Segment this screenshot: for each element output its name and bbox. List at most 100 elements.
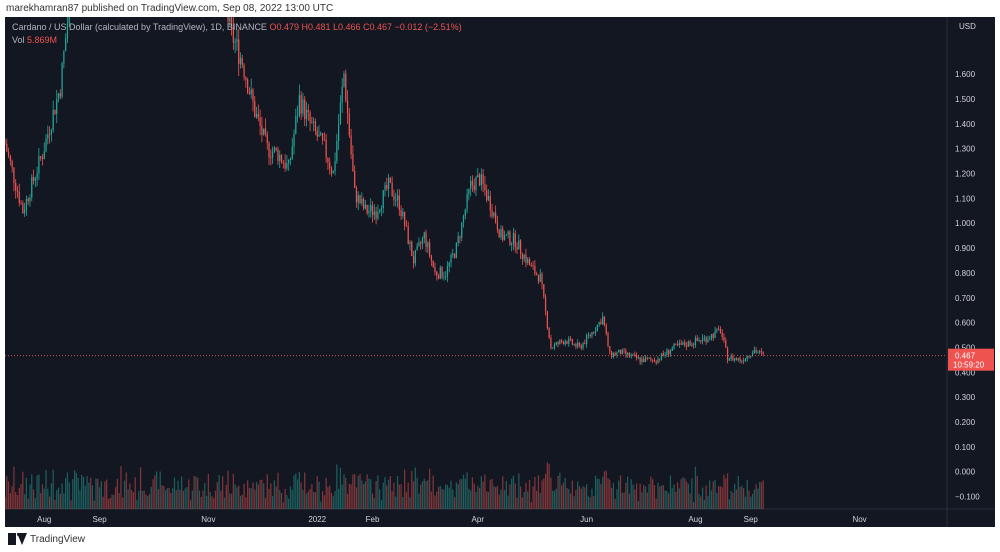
symbol-legend: Cardano / US Dollar (calculated by Tradi… bbox=[12, 22, 462, 32]
candle-body bbox=[528, 259, 531, 266]
volume-bar bbox=[594, 475, 597, 509]
volume-bar bbox=[309, 488, 311, 509]
volume-bar bbox=[111, 494, 113, 509]
candle-body bbox=[227, 17, 229, 22]
volume-bar bbox=[193, 476, 195, 509]
candle-body bbox=[373, 211, 375, 216]
volume-bar bbox=[414, 467, 416, 509]
volume-bar bbox=[521, 497, 524, 509]
candle-body bbox=[760, 351, 763, 353]
volume-bar bbox=[18, 487, 20, 509]
candle-body bbox=[420, 242, 422, 244]
candle-body bbox=[20, 202, 22, 204]
candle-body bbox=[523, 254, 525, 259]
volume-bar bbox=[519, 486, 522, 509]
y-tick-label: −0.100 bbox=[955, 493, 980, 502]
candle-body bbox=[343, 73, 345, 87]
volume-bar bbox=[222, 476, 224, 509]
candle-body bbox=[314, 121, 317, 131]
volume-bar bbox=[375, 481, 377, 509]
volume-bar bbox=[352, 474, 354, 509]
chart-panel[interactable]: USD −0.100 0.000 0.100 0.200 0.300 0.400 0.500 0… bbox=[5, 17, 995, 527]
volume-bar bbox=[685, 481, 688, 509]
volume-bar bbox=[439, 485, 441, 509]
candle-body bbox=[443, 276, 445, 278]
volume-bar bbox=[122, 497, 124, 509]
candle-body bbox=[284, 163, 286, 169]
candle-body bbox=[31, 177, 33, 198]
volume-bar bbox=[31, 474, 33, 509]
candle-body bbox=[65, 38, 67, 52]
volume-bar bbox=[507, 495, 509, 509]
volume-bar bbox=[712, 481, 714, 509]
volume-bar bbox=[471, 477, 474, 509]
volume-bar bbox=[139, 467, 142, 509]
candle-body bbox=[450, 254, 452, 263]
volume-bar bbox=[516, 497, 518, 509]
candle-body bbox=[300, 95, 302, 114]
volume-bar bbox=[5, 497, 6, 509]
candle-body bbox=[332, 171, 334, 174]
volume-bar bbox=[255, 482, 258, 509]
ohlc-values: O0.479 H0.481 L0.466 C0.467 −0.012 (−2.5… bbox=[269, 22, 462, 32]
candle-body bbox=[239, 57, 242, 64]
candle-body bbox=[336, 140, 338, 162]
x-tick-label: 2022 bbox=[308, 515, 326, 524]
volume-bar bbox=[16, 494, 19, 509]
volume-bar bbox=[157, 489, 160, 509]
candle-body bbox=[45, 138, 47, 152]
candle-body bbox=[634, 354, 636, 356]
volume-bar bbox=[132, 492, 135, 509]
candle-body bbox=[610, 351, 613, 358]
volume-bar bbox=[323, 495, 325, 509]
candle-body bbox=[550, 337, 552, 349]
volume-bar bbox=[518, 473, 520, 509]
volume-bar bbox=[671, 488, 673, 509]
volume-bar bbox=[346, 493, 349, 509]
volume-bar bbox=[691, 478, 693, 509]
candle-body bbox=[628, 352, 631, 357]
volume-bar bbox=[648, 484, 650, 509]
candle-body bbox=[236, 39, 238, 42]
volume-bar bbox=[54, 499, 56, 509]
x-tick-label: Nov bbox=[201, 515, 215, 524]
candle-body bbox=[594, 330, 597, 333]
volume-bar bbox=[275, 486, 277, 509]
volume-bar bbox=[573, 496, 575, 509]
candle-body bbox=[305, 109, 308, 120]
candle-body bbox=[553, 344, 556, 348]
y-tick-label: 1.400 bbox=[955, 120, 976, 129]
volume-bar bbox=[486, 491, 488, 509]
volume-bar bbox=[596, 478, 598, 509]
candle-body bbox=[255, 113, 258, 117]
volume-label: Vol bbox=[12, 35, 25, 45]
volume-bar bbox=[703, 499, 705, 509]
volume-bar bbox=[719, 486, 722, 509]
candle-body bbox=[6, 143, 8, 152]
volume-bar bbox=[598, 478, 600, 509]
candle-body bbox=[703, 337, 705, 339]
candle-body bbox=[742, 360, 745, 362]
candle-body bbox=[584, 342, 586, 344]
price-chart[interactable]: USD−0.1000.0000.1000.2000.3000.4000.5000… bbox=[5, 17, 995, 527]
volume-bar bbox=[455, 482, 457, 509]
candle-body bbox=[671, 348, 673, 351]
candle-body bbox=[54, 109, 56, 114]
candle-body bbox=[341, 86, 343, 103]
volume-bar bbox=[214, 490, 217, 509]
candle-body bbox=[345, 73, 347, 101]
candle-body bbox=[505, 234, 507, 236]
candle-body bbox=[339, 102, 342, 125]
candle-body bbox=[56, 99, 58, 114]
volume-bar bbox=[746, 480, 748, 509]
volume-bar bbox=[618, 480, 620, 509]
volume-bar bbox=[125, 472, 127, 509]
volume-bar bbox=[730, 490, 732, 509]
volume-bar bbox=[277, 472, 279, 509]
candle-body bbox=[518, 240, 520, 250]
volume-bar bbox=[423, 478, 425, 509]
volume-bar bbox=[234, 484, 236, 509]
volume-bar bbox=[163, 485, 165, 509]
candle-body bbox=[36, 173, 38, 179]
volume-bar bbox=[457, 484, 459, 509]
